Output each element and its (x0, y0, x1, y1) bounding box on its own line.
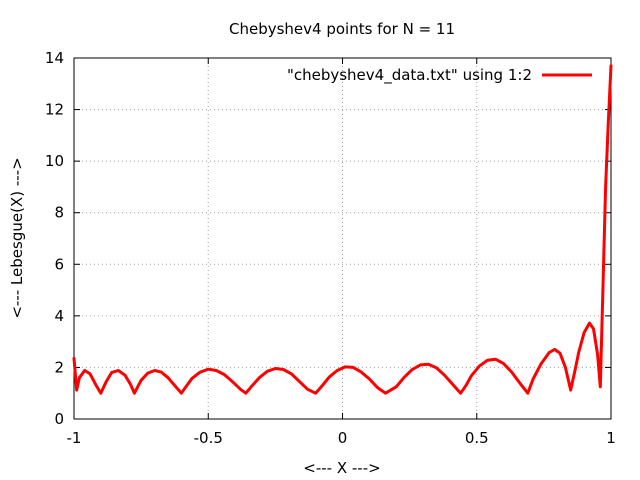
series-line (72, 64, 613, 395)
x-axis-label: <--- X ---> (303, 459, 380, 477)
plot-frame (73, 57, 612, 420)
y-tick-label: 4 (54, 307, 64, 325)
series-layer (72, 64, 613, 395)
x-tick-label: -1 (67, 429, 82, 447)
y-tick-label: 14 (45, 49, 64, 67)
y-tick-label: 10 (45, 152, 64, 170)
legend-label: "chebyshev4_data.txt" using 1:2 (287, 66, 532, 85)
y-tick-label: 0 (54, 410, 64, 428)
y-tick-label: 6 (54, 255, 64, 273)
y-tick-label: 8 (54, 204, 64, 222)
y-tick-label: 2 (54, 358, 64, 376)
y-axis-label: <--- Lebesgue(X) ---> (8, 157, 26, 318)
legend: "chebyshev4_data.txt" using 1:2 (287, 66, 592, 85)
x-tick-label: 1 (606, 429, 616, 447)
x-tick-label: 0.5 (465, 429, 489, 447)
x-tick-label: -0.5 (194, 429, 223, 447)
y-tick-label: 12 (45, 101, 64, 119)
x-tick-label: 0 (338, 429, 348, 447)
chart-title: Chebyshev4 points for N = 11 (229, 20, 455, 38)
